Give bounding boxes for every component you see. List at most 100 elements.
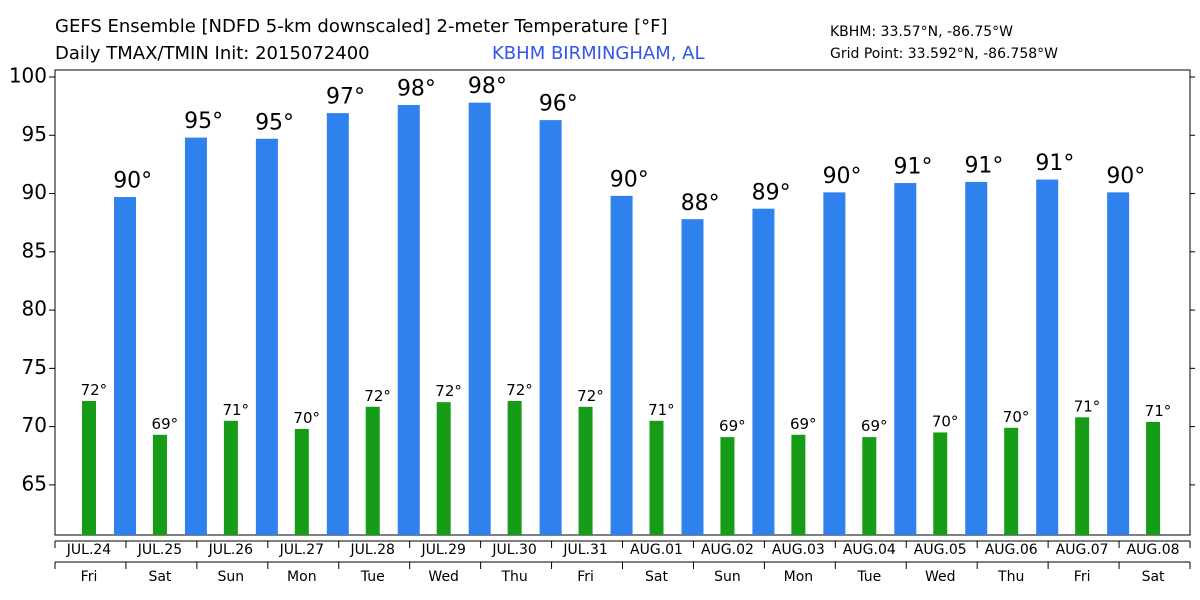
value-label: 90° [1106,164,1145,189]
value-label: 72° [577,387,604,405]
value-label: 71° [1074,397,1101,415]
x-tick-label: AUG.02 [701,542,754,558]
bar [468,102,491,536]
value-label: 88° [681,191,720,216]
y-tick-label: 75 [22,355,47,379]
x-tick-label: AUG.08 [1127,542,1180,558]
bar [1107,192,1130,536]
bar [610,195,633,535]
value-label: 71° [648,401,675,419]
x-tick-label: AUG.06 [985,542,1038,558]
bar [82,400,96,535]
x-tick-label: Mon [287,569,317,585]
value-label: 95° [255,110,294,135]
value-label: 89° [752,180,791,205]
station-name: KBHM BIRMINGHAM, AL [492,43,705,64]
bar [720,437,735,535]
value-label: 72° [506,381,533,399]
value-label: 70° [932,412,959,430]
y-tick-label: 100 [9,64,47,88]
value-label: 96° [539,92,578,117]
bar [365,406,380,535]
bar [539,120,562,535]
x-tick-label: Fri [1074,569,1091,585]
bar [1146,421,1161,535]
x-tick-label: AUG.04 [843,542,896,558]
bar [1036,179,1059,536]
x-tick-label: AUG.07 [1056,542,1109,558]
x-tick-label: Wed [925,569,956,585]
y-tick-label: 70 [22,413,47,437]
x-tick-label: Thu [997,569,1024,585]
value-label: 71° [222,401,249,419]
x-tick-label: Sat [1142,569,1165,585]
value-label: 72° [364,387,391,405]
value-label: 69° [152,415,179,433]
value-label: 90° [113,169,152,194]
chart-subtitle: Daily TMAX/TMIN Init: 2015072400 [55,43,370,64]
y-tick-label: 80 [22,297,47,321]
x-tick-label: AUG.05 [914,542,967,558]
value-label: 91° [1035,151,1074,176]
x-tick-label: Wed [428,569,459,585]
x-tick-label: Mon [784,569,814,585]
x-tick-label: JUL.29 [420,542,465,558]
x-tick-label: JUL.30 [491,542,536,558]
bar [965,181,988,535]
value-label: 91° [894,155,933,180]
value-label: 72° [435,382,462,400]
x-tick-label: Fri [81,569,98,585]
bar [933,432,948,535]
value-label: 95° [184,109,223,134]
bar [894,183,917,535]
bar [649,420,664,535]
x-tick-label: JUL.26 [208,542,254,558]
x-tick-label: JUL.25 [137,542,182,558]
value-label: 91° [964,153,1003,178]
bar [681,219,704,536]
bar [114,197,136,535]
x-tick-label: AUG.03 [772,542,825,558]
value-label: 69° [719,417,746,435]
x-tick-label: JUL.24 [66,542,112,558]
value-label: 97° [326,85,365,110]
x-tick-label: Tue [360,569,385,585]
chart-title: GEFS Ensemble [NDFD 5-km downscaled] 2-m… [55,16,667,37]
x-tick-label: Thu [500,569,527,585]
grid-point: Grid Point: 33.592°N, -86.758°W [830,46,1058,62]
value-label: 98° [397,77,436,102]
y-tick-label: 85 [22,238,47,262]
x-tick-label: AUG.01 [630,542,683,558]
x-tick-label: Sun [218,569,245,585]
bar [436,402,451,535]
x-tick-label: JUL.27 [279,542,324,558]
x-tick-label: Sat [148,569,171,585]
value-label: 72° [81,381,108,399]
bar [752,208,775,535]
bar [294,428,309,535]
bar [184,137,207,535]
value-label: 69° [861,417,888,435]
bar [326,113,349,535]
bar [1075,417,1090,535]
bar [152,434,167,535]
bar [578,406,593,535]
y-tick-label: 65 [22,471,47,495]
bar [862,437,877,535]
bar [507,400,522,535]
value-label: 70° [293,409,320,427]
bar [791,434,806,535]
value-label: 71° [1145,402,1172,420]
x-tick-label: JUL.28 [350,542,395,558]
station-coords: KBHM: 33.57°N, -86.75°W [830,24,1013,40]
y-tick-label: 95 [22,122,47,146]
value-label: 90° [823,164,862,189]
x-tick-label: Fri [577,569,594,585]
x-tick-label: Tue [856,569,881,585]
value-label: 90° [610,167,649,192]
bar [223,420,238,535]
bar [823,192,846,536]
value-label: 70° [1003,408,1030,426]
x-tick-label: Sun [714,569,741,585]
